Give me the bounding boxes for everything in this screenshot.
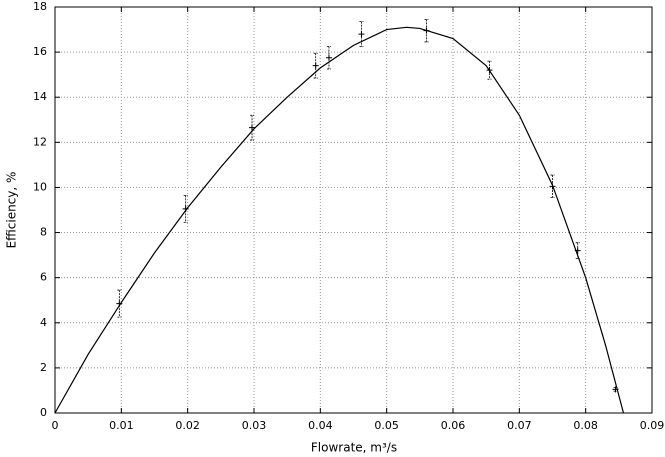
data-point bbox=[358, 31, 365, 38]
y-tick-label: 0 bbox=[40, 406, 47, 419]
x-tick-label: 0.04 bbox=[308, 419, 333, 432]
x-tick-label: 0.02 bbox=[175, 419, 200, 432]
data-point bbox=[325, 54, 332, 61]
x-tick-label: 0 bbox=[52, 419, 59, 432]
data-point bbox=[249, 124, 256, 131]
y-axis-label: Efficiency, % bbox=[5, 172, 19, 249]
error-bar bbox=[424, 19, 429, 43]
x-tick-label: 0.03 bbox=[242, 419, 267, 432]
y-tick-label: 18 bbox=[33, 0, 47, 13]
y-tick-label: 16 bbox=[33, 45, 47, 58]
error-bar bbox=[550, 174, 555, 198]
y-tick-label: 12 bbox=[33, 135, 47, 148]
y-tick-label: 10 bbox=[33, 180, 47, 193]
y-tick-label: 14 bbox=[33, 90, 47, 103]
fit-curve bbox=[54, 26, 625, 414]
x-tick-label: 0.09 bbox=[640, 419, 665, 432]
x-tick-label: 0.07 bbox=[507, 419, 532, 432]
error-bar bbox=[326, 46, 331, 70]
x-axis-label: Flowrate, m³/s bbox=[311, 441, 397, 455]
y-tick-label: 2 bbox=[40, 361, 47, 374]
x-tick-label: 0.05 bbox=[374, 419, 399, 432]
y-tick-label: 8 bbox=[40, 226, 47, 239]
plot-frame bbox=[54, 6, 653, 414]
y-tick-label: 4 bbox=[40, 316, 47, 329]
x-tick-label: 0.08 bbox=[573, 419, 598, 432]
x-tick-label: 0.01 bbox=[109, 419, 134, 432]
y-tick-label: 6 bbox=[40, 271, 47, 284]
data-point bbox=[312, 62, 319, 69]
x-tick-label: 0.06 bbox=[441, 419, 466, 432]
